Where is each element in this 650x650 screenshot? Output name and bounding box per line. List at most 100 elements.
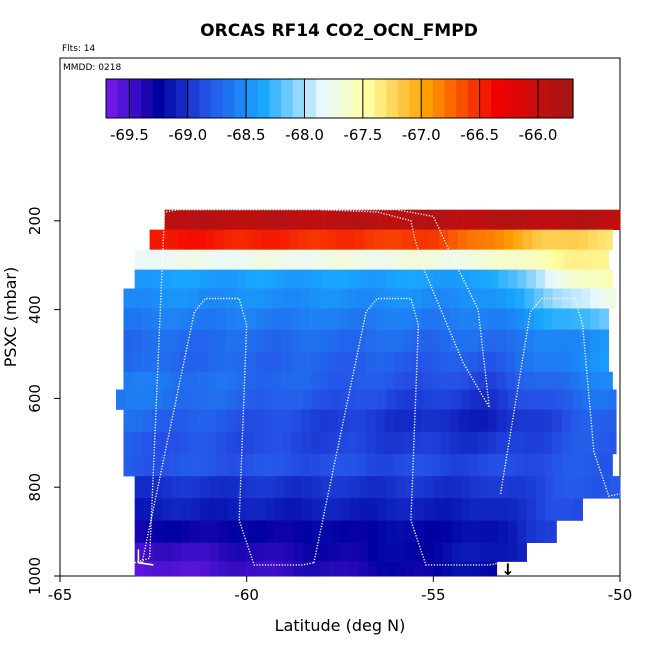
heatmap-cell — [226, 453, 236, 477]
heatmap-cell — [134, 561, 145, 577]
heatmap-cell — [589, 409, 600, 432]
heatmap-cell — [293, 476, 303, 499]
heatmap-cell — [134, 476, 145, 499]
heatmap-cell — [142, 308, 152, 330]
heatmap-cell — [282, 308, 292, 330]
heatmap-cell — [274, 269, 285, 289]
colorbar-cell — [409, 79, 422, 118]
heatmap-cell — [255, 542, 266, 562]
heatmap-cell — [216, 329, 227, 353]
heatmap-cell — [433, 498, 443, 521]
heatmap-cell — [386, 269, 397, 289]
heatmap-cell — [274, 561, 285, 577]
heatmap-cell — [412, 308, 423, 330]
heatmap-cell — [533, 453, 544, 477]
heatmap-cell — [244, 329, 255, 353]
heatmap-cell — [563, 269, 574, 289]
heatmap-cell — [237, 561, 247, 577]
heatmap-cell — [591, 249, 602, 270]
heatmap-cell — [591, 389, 602, 410]
heatmap-cell — [160, 329, 171, 353]
heatmap-cell — [199, 476, 210, 499]
heatmap-cell — [479, 498, 490, 521]
heatmap-cell — [330, 561, 341, 577]
heatmap-cell — [414, 269, 425, 289]
heatmap-cell — [532, 229, 542, 250]
heatmap-cell — [571, 288, 581, 309]
heatmap-cell — [132, 453, 143, 477]
heatmap-cell — [461, 389, 471, 410]
heatmap-cell — [285, 209, 296, 230]
heatmap-cell — [310, 351, 320, 373]
heatmap-cell — [179, 453, 190, 477]
heatmap-cell — [179, 409, 190, 432]
heatmap-cell — [395, 520, 406, 543]
heatmap-cell — [209, 561, 219, 577]
heatmap-cell — [190, 542, 201, 562]
heatmap-cell — [224, 229, 234, 250]
heatmap-cell — [330, 498, 341, 521]
heatmap-cell — [498, 269, 509, 289]
heatmap-cell — [554, 389, 565, 410]
heatmap-cell — [589, 288, 600, 309]
heatmap-cell — [319, 288, 330, 309]
heatmap-cell — [606, 229, 613, 250]
heatmap-cell — [123, 351, 134, 373]
heatmap-cell — [461, 520, 471, 543]
heatmap-cell — [416, 209, 427, 230]
heatmap-cell — [580, 431, 591, 455]
heatmap-cell — [116, 389, 126, 410]
heatmap-cell — [218, 542, 229, 562]
heatmap-cell — [188, 308, 199, 330]
heatmap-cell — [554, 269, 565, 289]
heatmap-cell — [338, 409, 348, 432]
heatmap-cell — [442, 476, 453, 499]
heatmap-cell — [414, 561, 425, 577]
heatmap-cell — [311, 389, 322, 410]
heatmap-cell — [190, 249, 201, 270]
heatmap-cell — [442, 498, 453, 521]
heatmap-cell — [543, 371, 553, 390]
heatmap-cell — [272, 431, 283, 455]
heatmap-cell — [162, 269, 173, 289]
heatmap-cell — [198, 431, 208, 455]
heatmap-cell — [319, 351, 330, 373]
heatmap-cell — [384, 453, 395, 477]
heatmap-cell — [323, 209, 333, 230]
heatmap-cell — [151, 409, 162, 432]
colorbar-cell — [269, 79, 282, 118]
heatmap-cell — [226, 288, 236, 309]
heatmap-cell — [561, 329, 572, 353]
heatmap-cell — [496, 453, 507, 477]
heatmap-cell — [515, 409, 525, 432]
heatmap-cell — [450, 288, 460, 309]
heatmap-cell — [405, 561, 415, 577]
heatmap-cell — [377, 269, 387, 289]
heatmap-cell — [179, 288, 190, 309]
heatmap-cell — [582, 476, 593, 499]
flight-profile-line — [313, 297, 501, 566]
heatmap-cell — [142, 351, 152, 373]
heatmap-cell — [481, 209, 492, 230]
heatmap-cell — [272, 288, 283, 309]
heatmap-cell — [293, 498, 303, 521]
x-tick-label: -60 — [234, 586, 259, 604]
heatmap-cell — [254, 351, 264, 373]
colorbar-cell — [502, 79, 516, 118]
heatmap-cell — [498, 389, 509, 410]
heatmap-cell — [422, 453, 432, 477]
heatmap-cell — [349, 389, 359, 410]
heatmap-cell — [291, 371, 302, 390]
heatmap-cell — [171, 269, 182, 289]
heatmap-cell — [295, 209, 305, 230]
flight-track — [134, 208, 621, 566]
colorbar-cell — [304, 79, 317, 118]
heatmap-cell — [356, 431, 367, 455]
heatmap-cell — [216, 371, 227, 390]
heatmap-cell — [442, 269, 453, 289]
colorbar-tick-label: -68.5 — [227, 126, 266, 144]
heatmap-cell — [470, 561, 481, 577]
heatmap-cell — [338, 351, 348, 373]
heatmap-cell — [132, 431, 143, 455]
heatmap-cell — [170, 453, 180, 477]
